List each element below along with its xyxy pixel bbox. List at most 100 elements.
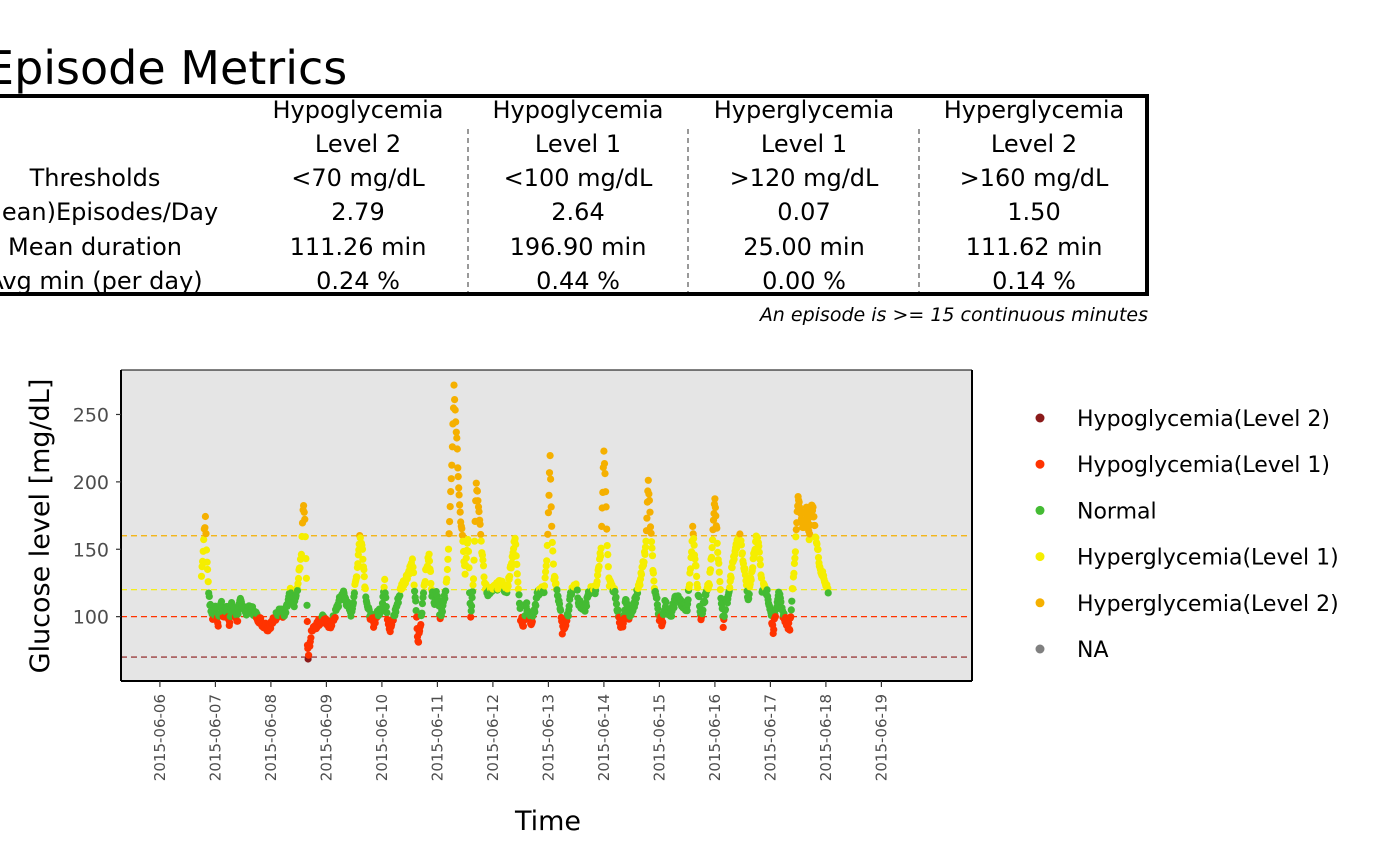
x-tick-label: 2015-06-16 (706, 694, 724, 781)
table-cell: 2.64 (551, 198, 604, 226)
glucose-point (456, 501, 464, 509)
glucose-point (380, 583, 388, 591)
glucose-point (409, 569, 418, 577)
glucose-point (809, 503, 817, 511)
glucose-point (382, 603, 390, 611)
glucose-point (414, 638, 423, 646)
glucose-point (565, 602, 573, 610)
table-cell: 111.62 min (966, 233, 1103, 261)
table-cell: 1.50 (1007, 198, 1060, 226)
glucose-point (645, 490, 653, 498)
glucose-point (202, 530, 210, 538)
x-tick-label: 2015-06-13 (539, 694, 557, 781)
glucose-point (693, 572, 701, 581)
glucose-point (474, 497, 482, 505)
glucose-point (427, 579, 435, 588)
glucose-point (549, 560, 558, 568)
table-cell: >120 mg/dL (730, 164, 879, 192)
glucose-point (446, 503, 454, 511)
glucose-point (701, 598, 709, 606)
x-tick-label: 2015-06-10 (373, 694, 391, 781)
glucose-point (636, 581, 644, 589)
glucose-point (548, 522, 556, 530)
glucose-point (334, 602, 343, 611)
glucose-point (300, 502, 308, 510)
y-tick-label: 200 (73, 472, 109, 494)
glucose-point (649, 569, 658, 577)
table-cell: >160 mg/dL (960, 164, 1109, 192)
glucose-point (824, 589, 832, 597)
glucose-point (600, 447, 608, 455)
glucose-point (582, 602, 591, 610)
glucose-point (756, 561, 765, 569)
glucose-point (408, 555, 416, 563)
glucose-point (468, 602, 476, 610)
glucose-point (515, 591, 523, 599)
glucose-point (573, 586, 581, 594)
x-axis-label: Time (514, 806, 581, 837)
x-tick-label: 2015-06-17 (761, 694, 779, 781)
glucose-point (204, 565, 212, 574)
glucose-point (360, 566, 368, 574)
glucose-point (720, 612, 728, 621)
x-tick-label: 2015-06-07 (206, 694, 224, 781)
glucose-point (453, 445, 461, 453)
glucose-point (791, 554, 799, 562)
glucose-point (282, 609, 290, 617)
glucose-point (441, 594, 449, 603)
glucose-point (603, 525, 611, 533)
glucose-point (303, 601, 311, 609)
glucose-point (477, 537, 485, 545)
glucose-point (791, 548, 800, 556)
glucose-point (471, 537, 479, 545)
glucose-point (708, 544, 716, 552)
glucose-point (456, 508, 464, 516)
glucose-point (811, 521, 819, 530)
glucose-point (646, 523, 655, 531)
glucose-point (544, 530, 552, 538)
glucose-point (547, 475, 555, 483)
glucose-point (542, 568, 550, 576)
glucose-point (546, 452, 554, 460)
glucose-point (302, 555, 310, 563)
glucose-point (464, 547, 473, 556)
legend-label-hyper1: Hyperglycemia(Level 1) (1077, 546, 1339, 571)
glucose-point (640, 558, 648, 566)
glucose-point (454, 464, 462, 472)
glucose-point (747, 576, 755, 584)
glucose-point (790, 559, 799, 568)
glucose-point (297, 550, 305, 559)
glucose-point (786, 626, 794, 634)
glucose-point (614, 606, 622, 614)
glucose-point (806, 530, 814, 538)
glucose-point (741, 571, 750, 579)
glucose-point (690, 535, 698, 543)
glucose-point (444, 555, 452, 563)
glucose-point (713, 539, 721, 547)
x-axis-ticks: 2015-06-06 2015-06-07 2015-06-08 2015-06-09… (151, 681, 890, 781)
glucose-point (755, 548, 763, 556)
glucose-point (504, 582, 512, 590)
glucose-point (642, 537, 650, 545)
glucose-point (650, 577, 658, 585)
glucose-point (294, 580, 302, 588)
glucose-point (350, 589, 358, 597)
glucose-point (749, 564, 757, 572)
glucose-point (659, 618, 667, 626)
glucose-point (814, 554, 823, 562)
glucose-points (197, 381, 832, 663)
glucose-point (358, 545, 367, 553)
glucose-point (469, 581, 477, 589)
x-tick-label: 2015-06-18 (817, 694, 835, 781)
glucose-point (711, 503, 720, 512)
glucose-point (305, 651, 313, 659)
legend-key-hyper2 (1035, 598, 1045, 608)
glucose-point (662, 598, 670, 606)
glucose-point (513, 560, 521, 569)
glucose-point (736, 530, 744, 538)
legend-label-hypo2: Hypoglycemia(Level 2) (1077, 407, 1330, 432)
glucose-point (396, 591, 404, 600)
table-cell: 25.00 min (743, 233, 865, 261)
glucose-point (540, 582, 549, 590)
glucose-point (381, 575, 389, 584)
